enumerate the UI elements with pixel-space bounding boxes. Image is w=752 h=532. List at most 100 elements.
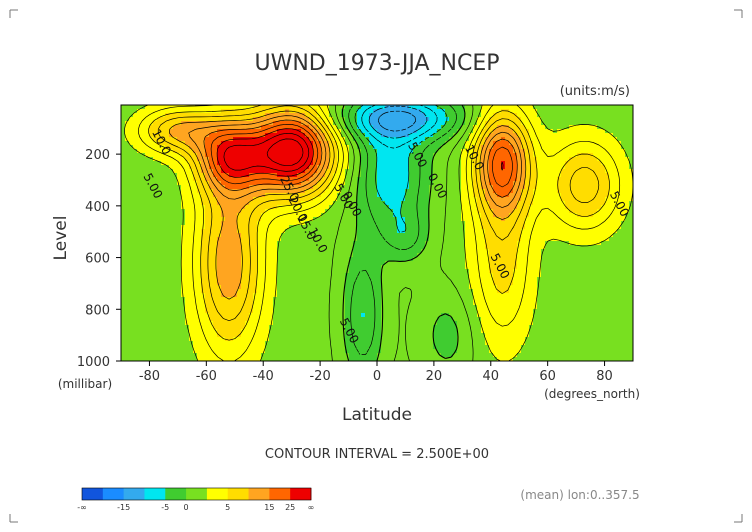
field-cell <box>273 201 278 206</box>
field-cell <box>197 197 202 202</box>
field-cell <box>289 149 294 154</box>
field-cell <box>189 109 194 114</box>
field-cell <box>593 173 598 178</box>
field-cell <box>389 225 394 230</box>
field-cell <box>169 205 174 210</box>
field-cell <box>625 209 630 214</box>
field-cell <box>457 197 462 202</box>
field-cell <box>617 193 622 198</box>
field-cell <box>193 145 198 150</box>
field-cell <box>265 133 270 138</box>
field-cell <box>537 189 542 194</box>
field-cell <box>449 109 454 114</box>
field-cell <box>417 125 422 130</box>
field-cell <box>149 169 154 174</box>
field-cell <box>317 141 322 146</box>
field-cell <box>121 257 126 262</box>
field-cell <box>269 185 274 190</box>
field-cell <box>289 105 294 110</box>
field-cell <box>281 233 286 238</box>
field-cell <box>469 189 474 194</box>
field-cell <box>393 221 398 226</box>
field-cell <box>345 257 350 262</box>
field-cell <box>405 113 410 118</box>
field-cell <box>601 185 606 190</box>
field-cell <box>617 257 622 262</box>
field-cell <box>457 233 462 238</box>
field-cell <box>161 209 166 214</box>
field-cell <box>173 129 178 134</box>
field-cell <box>273 109 278 114</box>
field-cell <box>165 253 170 258</box>
field-cell <box>385 197 390 202</box>
field-cell <box>573 205 578 210</box>
field-cell <box>241 221 246 226</box>
field-cell <box>617 221 622 226</box>
field-cell <box>209 189 214 194</box>
field-cell <box>281 157 286 162</box>
field-cell <box>177 105 182 110</box>
field-cell <box>581 237 586 242</box>
field-cell <box>605 233 610 238</box>
field-cell <box>245 105 250 110</box>
field-cell <box>313 257 318 262</box>
field-cell <box>557 153 562 158</box>
field-cell <box>297 165 302 170</box>
field-cell <box>125 141 130 146</box>
field-cell <box>329 257 334 262</box>
field-cell <box>229 109 234 114</box>
field-cell <box>209 157 214 162</box>
field-cell <box>581 209 586 214</box>
field-cell <box>157 233 162 238</box>
field-cell <box>497 201 502 206</box>
field-cell <box>133 173 138 178</box>
field-cell <box>385 209 390 214</box>
field-cell <box>557 241 562 246</box>
field-cell <box>189 193 194 198</box>
field-cell <box>605 185 610 190</box>
field-cell <box>449 253 454 258</box>
field-cell <box>313 221 318 226</box>
field-cell <box>581 113 586 118</box>
field-cell <box>489 165 494 170</box>
field-cell <box>605 249 610 254</box>
field-cell <box>581 213 586 218</box>
field-cell <box>465 229 470 234</box>
field-cell <box>277 181 282 186</box>
field-cell <box>345 193 350 198</box>
field-cell <box>461 169 466 174</box>
field-cell <box>489 185 494 190</box>
field-cell <box>253 169 258 174</box>
field-cell <box>309 173 314 178</box>
field-cell <box>509 117 514 122</box>
field-cell <box>269 229 274 234</box>
field-cell <box>573 173 578 178</box>
field-cell <box>225 145 230 150</box>
field-cell <box>517 177 522 182</box>
field-cell <box>217 253 222 258</box>
field-cell <box>185 165 190 170</box>
field-cell <box>297 245 302 250</box>
field-cell <box>121 241 126 246</box>
field-cell <box>317 157 322 162</box>
field-cell <box>517 205 522 210</box>
field-cell <box>237 185 242 190</box>
field-cell <box>361 189 366 194</box>
field-cell <box>229 125 234 130</box>
field-cell <box>225 149 230 154</box>
field-cell <box>261 249 266 254</box>
field-cell <box>365 129 370 134</box>
field-cell <box>589 249 594 254</box>
field-cell <box>553 141 558 146</box>
field-cell <box>601 257 606 262</box>
field-cell <box>609 257 614 262</box>
field-cell <box>481 193 486 198</box>
field-cell <box>605 113 610 118</box>
field-cell <box>193 153 198 158</box>
field-cell <box>509 225 514 230</box>
field-cell <box>469 233 474 238</box>
field-cell <box>125 121 130 126</box>
field-cell <box>465 213 470 218</box>
field-cell <box>493 253 498 258</box>
field-cell <box>137 225 142 230</box>
